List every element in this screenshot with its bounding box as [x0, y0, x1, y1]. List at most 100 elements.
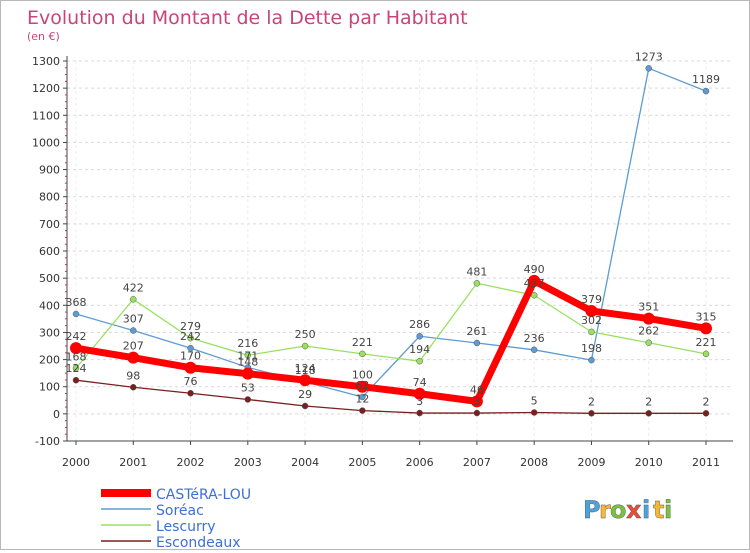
logo-letter: t	[653, 496, 664, 524]
data-label: 5	[531, 395, 538, 408]
data-label: 124	[295, 362, 316, 375]
series-point-2	[359, 350, 366, 358]
data-label: 3	[473, 395, 480, 408]
y-tick-label: 1200	[32, 82, 60, 95]
chart-title: Evolution du Montant de la Dette par Hab…	[27, 7, 468, 29]
series-group	[70, 65, 712, 417]
y-tick-label: 300	[39, 326, 60, 339]
data-label: 29	[298, 388, 312, 401]
series-point-3	[187, 389, 194, 397]
series-point-2	[130, 296, 137, 303]
series-point-1	[359, 393, 366, 401]
series-point-0	[585, 304, 598, 317]
data-label: 12	[355, 393, 369, 406]
legend-label: Escondeaux	[156, 535, 241, 549]
series-point-0	[413, 387, 426, 400]
logo-letter: i	[642, 496, 650, 524]
series-point-1	[72, 310, 80, 318]
series-point-2	[244, 351, 252, 359]
series-point-0	[299, 374, 312, 387]
logo-letter: r	[599, 496, 611, 524]
series-point-2	[72, 365, 80, 372]
data-label: 481	[466, 265, 487, 278]
x-tick-label: 2007	[463, 456, 491, 469]
series-point-0	[70, 342, 82, 355]
data-label: 207	[123, 340, 144, 353]
series-point-3	[130, 384, 137, 391]
data-label: 279	[180, 320, 201, 333]
data-label: 307	[123, 313, 144, 326]
series-point-3	[530, 409, 538, 416]
x-tick-label: 2000	[62, 456, 90, 469]
data-label: 1189	[692, 73, 720, 86]
data-label: 242	[66, 330, 87, 343]
y-axis-ticks: -100 0 100 200 300 400 500 600 700 800 900 1000 1100…	[32, 55, 67, 448]
series-point-0	[356, 380, 369, 393]
data-label: 46	[470, 383, 484, 396]
logo-letter: o	[610, 496, 627, 524]
series-point-1	[702, 87, 710, 95]
data-label: 315	[696, 310, 717, 323]
x-tick-label: 2002	[177, 456, 205, 469]
series-point-0	[241, 367, 254, 380]
data-label: 53	[241, 381, 255, 394]
x-tick-label: 2011	[692, 456, 720, 469]
y-tick-label: 100	[39, 381, 60, 394]
series-line-3	[75, 379, 707, 414]
x-tick-label: 2001	[119, 456, 147, 469]
data-label: 286	[409, 318, 430, 331]
data-label: 422	[123, 281, 144, 294]
series-point-2	[473, 280, 481, 287]
data-label: 221	[352, 336, 373, 349]
series-point-0	[184, 361, 197, 374]
data-label: 262	[638, 325, 659, 338]
data-label: 76	[184, 375, 198, 388]
data-label: 351	[638, 301, 659, 314]
data-label: 379	[581, 293, 602, 306]
series-point-1	[187, 344, 194, 352]
y-tick-label: 400	[39, 299, 60, 312]
y-tick-label: 700	[39, 218, 60, 231]
x-axis-ticks: 2000 2001 2002 2003 2004 2005 2006 2007 2008 2009…	[62, 441, 720, 469]
data-label: 221	[696, 336, 717, 349]
data-label: 124	[66, 362, 87, 375]
y-tick-label: -100	[35, 435, 60, 448]
data-label: 216	[237, 337, 258, 350]
data-label: 236	[524, 332, 545, 345]
data-label: 198	[581, 342, 602, 355]
series-line-1	[75, 67, 707, 398]
series-point-3	[416, 409, 423, 417]
legend-label: Lescurry	[156, 519, 216, 535]
data-label: 2	[588, 395, 595, 408]
series-point-2	[588, 328, 595, 336]
series-point-3	[473, 409, 481, 417]
y-tick-label: 1100	[32, 109, 60, 122]
x-tick-label: 2009	[577, 456, 605, 469]
y-tick-label: 0	[53, 408, 60, 421]
series-point-2	[645, 339, 652, 346]
series-point-0	[528, 274, 541, 287]
data-label: 302	[581, 314, 602, 327]
y-tick-label: 1000	[32, 136, 60, 149]
data-labels: 242 207 170 148 124 100 74 46 490 379 351 315 368 307…	[66, 50, 721, 408]
series-point-3	[588, 410, 595, 417]
series-point-0	[470, 395, 483, 408]
series-point-2	[416, 357, 423, 365]
x-tick-label: 2006	[406, 456, 434, 469]
logo-letter: P	[583, 496, 601, 524]
data-label: 2	[645, 395, 652, 408]
legend-label: CASTéRA-LOU	[156, 487, 251, 503]
series-line-0	[72, 277, 710, 405]
series-point-2	[301, 342, 309, 350]
y-tick-label: 500	[39, 272, 60, 285]
data-label: 118	[295, 364, 316, 377]
data-label: 100	[352, 369, 373, 382]
series-point-1	[645, 65, 652, 72]
data-label: 98	[126, 369, 140, 382]
data-label: 437	[524, 277, 545, 290]
x-tick-label: 2004	[291, 456, 319, 469]
data-label: 62	[355, 379, 369, 392]
series-point-3	[645, 410, 652, 417]
